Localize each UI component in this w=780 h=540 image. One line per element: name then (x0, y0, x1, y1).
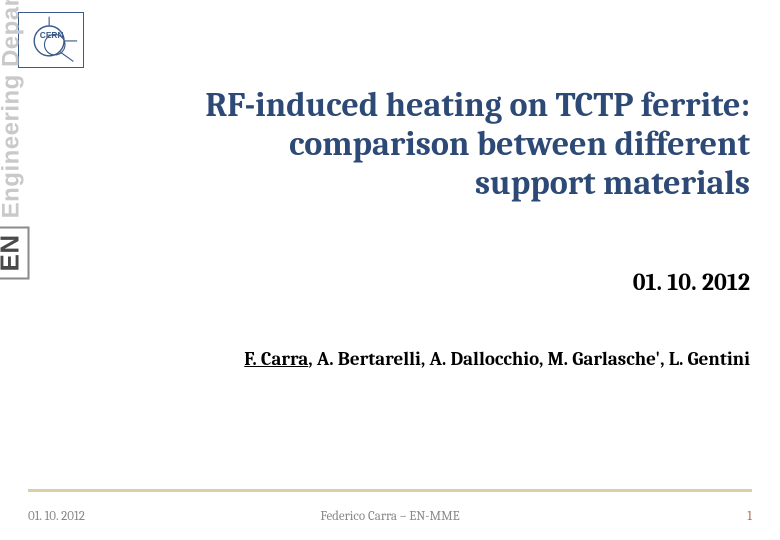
slide-title: RF-induced heating on TCTP ferrite: comp… (140, 86, 750, 203)
cern-logo-icon: CERN (23, 16, 79, 64)
other-authors: , A. Bertarelli, A. Dallocchio, M. Garla… (308, 348, 750, 370)
footer-divider (28, 489, 752, 492)
logo-text: CERN (40, 30, 64, 40)
sidebar-label: EN Engineering Department (0, 0, 30, 280)
title-line2: comparison between different (289, 124, 750, 164)
lead-author: F. Carra (244, 348, 308, 370)
title-line1: RF-induced heating on TCTP ferrite: (205, 85, 750, 125)
slide-date: 01. 10. 2012 (633, 268, 750, 296)
en-badge: EN (0, 226, 30, 279)
footer: 01. 10. 2012 Federico Carra – EN-MME 1 (28, 509, 752, 524)
authors: F. Carra, A. Bertarelli, A. Dallocchio, … (160, 348, 750, 370)
title-line3: support materials (475, 163, 750, 203)
page-number: 1 (571, 509, 752, 524)
footer-author: Federico Carra – EN-MME (209, 509, 571, 524)
dept-label: Engineering Department (0, 0, 25, 218)
footer-date: 01. 10. 2012 (28, 509, 209, 524)
